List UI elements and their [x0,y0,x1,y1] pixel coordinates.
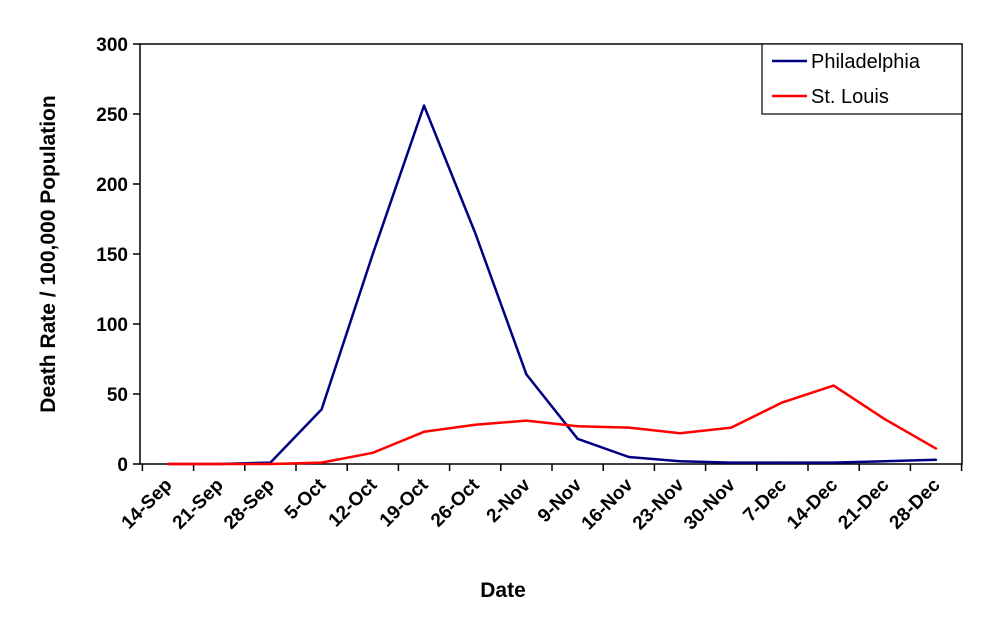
data-point-st-louis [371,451,374,454]
data-point-philadelphia [525,373,528,376]
data-point-philadelphia [832,461,835,464]
data-point-st-louis [166,462,170,466]
data-point-st-louis [730,426,733,429]
data-point-philadelphia [730,461,733,464]
data-point-st-louis [422,430,426,433]
data-point-st-louis [525,419,528,422]
data-point-philadelphia [422,104,426,107]
data-point-st-louis [832,384,835,387]
data-point-st-louis [678,432,682,435]
x-tick-label: 2-Nov [483,474,535,526]
x-tick-label: 21-Dec [834,474,893,533]
y-tick-label: 0 [117,455,128,476]
x-tick-label: 30-Nov [680,474,740,534]
data-point-st-louis [474,423,477,426]
data-point-st-louis [781,401,784,404]
x-tick-label: 14-Dec [783,474,842,533]
data-point-st-louis [627,426,630,429]
x-axis-title: Date [480,579,526,602]
data-point-philadelphia [474,231,477,235]
legend-label-philadelphia: Philadelphia [811,51,921,73]
x-tick-label: 28-Sep [220,475,279,534]
data-point-philadelphia [627,455,630,459]
data-point-philadelphia [678,460,682,463]
data-point-philadelphia [320,408,323,411]
x-tick-label: 23-Nov [629,474,689,534]
data-point-st-louis [934,447,938,450]
y-tick-label: 100 [96,315,128,336]
data-point-st-louis [883,418,886,421]
x-tick-label: 16-Nov [578,474,638,534]
data-point-st-louis [269,462,272,466]
data-point-st-louis [320,461,323,464]
y-axis-ticks: 0 50 100 150 200 250 300 [96,35,140,476]
legend-box [761,43,963,115]
legend: Philadelphia St. Louis [761,43,963,115]
x-tick-label: 26-Oct [427,474,484,531]
x-tick-label: 5-Oct [281,474,331,524]
x-tick-label: 21-Sep [169,475,228,534]
data-point-philadelphia [883,460,886,463]
x-tick-label: 19-Oct [376,474,433,531]
y-tick-label: 250 [96,105,128,126]
x-tick-label: 28-Dec [886,474,945,533]
data-point-philadelphia [576,437,579,440]
data-point-philadelphia [934,458,938,461]
x-tick-label: 12-Oct [325,474,382,531]
data-point-philadelphia [371,252,374,256]
legend-label-st-louis: St. Louis [811,86,889,108]
x-tick-label: 14-Sep [118,475,177,534]
series-lines [166,104,938,466]
y-tick-label: 200 [96,175,128,196]
series-line-philadelphia [168,104,937,466]
series-line-st-louis [168,384,937,466]
y-tick-label: 300 [96,35,128,56]
data-point-philadelphia [781,461,784,464]
y-tick-label: 150 [96,245,128,266]
data-point-st-louis [576,425,579,428]
y-axis-title: Death Rate / 100,000 Population [37,95,60,412]
data-point-st-louis [218,462,221,466]
y-tick-label: 50 [107,385,128,406]
